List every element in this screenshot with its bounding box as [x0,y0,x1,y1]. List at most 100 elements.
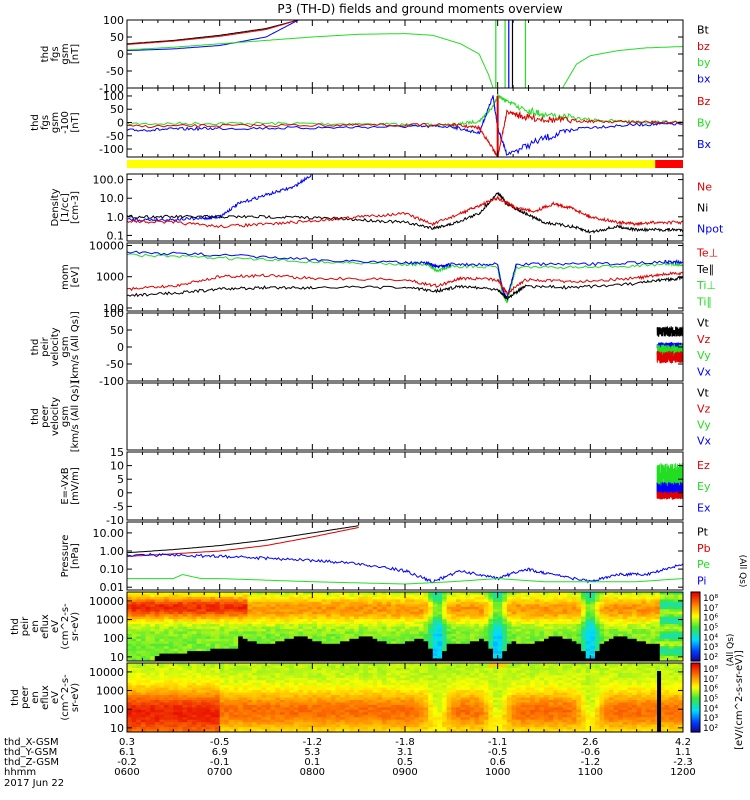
density-ylabel-2: [cm-3] [70,191,81,224]
ephem-row-label-1: thd_Y-GSM [4,747,57,758]
peer-en-eflux-ytick-label-2: 1000 [96,685,124,698]
temperature-series-1 [127,250,683,299]
peir-en-eflux-ylabel-2: en [30,620,41,633]
colorbar-group: 10⁸10⁷10⁶10⁵10⁴10³10²10⁸10⁷10⁶10⁵10⁴10³1… [690,591,745,750]
ephem-row-label-0: thd_X-GSM [4,737,59,748]
ephem-value-3-3: 0900 [392,767,417,778]
peer-en-eflux-ylabel-3: eflux [40,685,51,710]
fgs-gsm-zoom-ytick-label-1: -50 [106,65,124,78]
ephem-row-label-2: thd_Z-GSM [4,757,59,768]
ephem-value-2-5: -1.2 [581,757,601,768]
pressure-ytick-label-2: 1.00 [100,545,125,558]
temperature-frame [126,242,684,312]
pressure-series-1 [127,526,359,557]
colorbar-1-tick-0: 10⁸ [703,665,718,675]
density-ytick-label-1: 1.0 [107,211,125,224]
temperature-series-0 [127,253,683,304]
temperature-ylabel-0: mom [60,264,71,290]
ephem-value-0-1: -0.5 [210,737,230,748]
fgs-gsm-full-legend-1: By [697,117,712,130]
peir-velocity-frame [126,312,684,382]
fgs-gsm-full-ylabel-3: -100 [60,111,71,134]
panel-density: 0.1 1.0 10.0 100.0 Density [1/cc] [cm-3] Ne Ni Np… [50,173,724,242]
temperature-legend-2: Ti⊥ [696,279,716,292]
efield-noise-1 [656,481,683,496]
pressure-series-0 [127,525,359,554]
fgs-gsm-zoom-ylabel-0: thd [40,46,51,63]
peir-en-eflux-ylabel-5: (cm^2-s- [60,603,71,650]
efield-noise-0 [656,463,683,495]
mode-bar-yellow [127,160,656,168]
pressure-ylabel-0: Pressure [60,535,71,578]
density-traces [127,174,683,234]
colorbar-0-tick-3: 10⁵ [703,624,718,634]
peir-velocity-ytick-label-3: 50 [110,324,124,337]
peer-en-eflux-ylabel-4: eV [50,691,61,704]
density-legend-1: Ni [697,202,708,215]
colorbar-0-tick-4: 10⁴ [703,633,718,643]
efield-legend-2: Ex [697,501,711,514]
fgs-gsm-zoom-legend-0: Bt [697,24,710,37]
density-ylabel-0: Density [50,188,61,226]
density-series-1 [127,191,683,234]
peir-velocity-ylabel-3: gsm [60,336,71,357]
peer-en-eflux-ylabel-2: en [30,691,41,704]
efield-frame [126,451,684,521]
panel-temperature: 100 1000 10000 mom [eV] Te⊥ Te∥ Ti⊥ Ti∥ [60,239,718,314]
ephemeris-axis: thd_X-GSM 0.3 -0.5 -1.2 -1.8 -1.1 2.6 4.2 thd_Y-… [4,737,696,789]
peer-velocity-ylabel-2: velocity [50,397,61,436]
temperature-series-3 [127,276,683,301]
pressure-ytick-label-0: 0.01 [100,581,125,594]
fgs-gsm-full-ylabel-1: fgs [40,115,51,130]
temperature-ytick-label-1: 1000 [96,271,124,284]
date-label: 2017 Jun 22 [4,778,64,789]
ephem-value-2-4: 0.6 [490,757,506,768]
ephem-value-2-1: -0.1 [210,757,230,768]
peir-velocity-ytick-label-0: -100 [99,375,124,388]
colorbar-0-tick-5: 10³ [703,643,718,653]
peir-velocity-noise-0 [656,326,683,337]
peer-en-eflux-ytick-label-3: 10000 [89,666,124,679]
colorbar-1-tick-1: 10⁷ [703,675,718,685]
density-ytick-label-3: 100.0 [93,174,125,187]
fgs-gsm-zoom-traces [127,20,683,88]
peir-en-eflux-ylabel-3: eflux [40,614,51,639]
efield-ytick-label-5: 15 [110,446,124,459]
pressure-frame [126,521,684,591]
fgs-gsm-full-legend-0: Bz [697,95,711,108]
fgs-gsm-zoom-ytick-label-2: 0 [117,48,124,61]
pressure-legend-note: (All Qs) [737,555,747,588]
pressure-ytick-label-1: 0.10 [100,563,125,576]
peer-en-eflux-ytick-label-1: 100 [103,703,124,716]
efield-traces [656,463,683,500]
efield-ytick-label-0: -10 [106,514,124,527]
peir-en-eflux-ytick-label-0: 10 [110,651,124,664]
peer-velocity-ylabel-0: thd [30,408,41,425]
ephem-value-2-0: -0.2 [117,757,137,768]
colorbar-1-tick-4: 10⁴ [703,704,718,714]
peer-en-eflux-ylabel-6: sr-eV) [70,683,81,712]
ephem-value-3-5: 1100 [578,767,603,778]
ephem-value-1-6: 1.1 [675,747,691,758]
panel-peir-en-eflux: 10 100 1000 10000 thd peir en eflux eV (cm^2-s-sr… [10,591,684,664]
ephem-value-2-6: -2.3 [673,757,693,768]
ephem-value-1-5: -0.6 [581,747,601,758]
fgs-gsm-zoom-legend-3: bx [697,72,711,85]
peir-en-eflux-ytick-label-3: 10000 [89,595,124,608]
peir-en-eflux-cells [127,592,683,661]
colorbar-1-tick-2: 10⁶ [703,685,718,695]
temperature-traces [127,250,683,304]
density-ytick-label-2: 10.0 [100,192,125,205]
fgs-gsm-zoom-ytick-label-4: 100 [103,14,124,27]
fgs-gsm-zoom-ylabel-3: [nT] [70,44,81,64]
efield-ytick-label-1: -5 [113,500,124,513]
panel-peir-velocity: -100 -50 0 50 100 thd peir velocity gsm [km/s (Al… [30,307,712,388]
fgs-gsm-zoom-series-0 [127,20,299,45]
peer-velocity-ylabel-4: [km/s (All Qs)] [70,381,81,453]
fgs-gsm-full-series-2 [127,109,683,157]
pressure-ylabel-1: [nPa] [70,543,81,569]
data-gap-bar [657,671,662,732]
panel-fgs-gsm-zoom: -100 -50 0 50 100 thd fgs gsm [nT] Bt bz by bx [40,14,711,95]
fgs-gsm-full-ylabel-4: [nT] [70,112,81,132]
